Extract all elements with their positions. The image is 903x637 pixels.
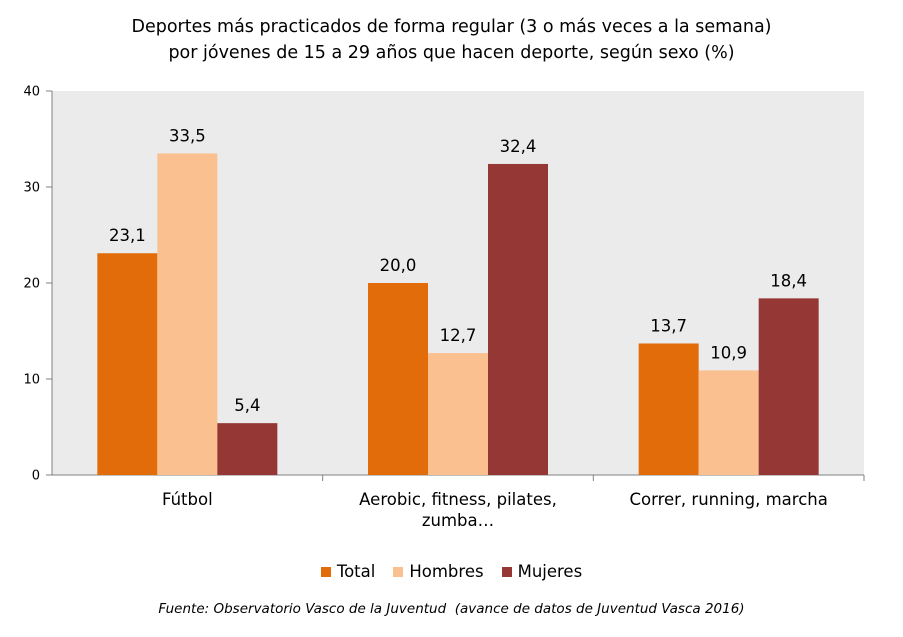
legend-swatch-hombres bbox=[393, 566, 404, 577]
legend: Total Hombres Mujeres bbox=[0, 562, 903, 581]
bar-mujeres-1 bbox=[488, 163, 548, 475]
bar-hombres-1 bbox=[428, 353, 488, 475]
data-label-hombres-2: 10,9 bbox=[710, 343, 747, 362]
legend-item-hombres: Hombres bbox=[393, 562, 484, 581]
data-label-hombres-0: 33,5 bbox=[169, 126, 206, 145]
y-tick-label-4: 40 bbox=[23, 85, 40, 100]
category-label-2-0: Correr, running, marcha bbox=[629, 490, 827, 509]
bar-total-0 bbox=[97, 253, 158, 475]
bar-hombres-2 bbox=[698, 370, 759, 475]
y-tick-label-2: 20 bbox=[23, 277, 40, 292]
y-tick-label-3: 30 bbox=[23, 181, 40, 196]
bar-total-1 bbox=[368, 283, 428, 475]
legend-swatch-mujeres bbox=[501, 566, 512, 577]
legend-item-mujeres: Mujeres bbox=[501, 562, 583, 581]
legend-label-mujeres: Mujeres bbox=[517, 562, 583, 581]
data-label-mujeres-1: 32,4 bbox=[500, 137, 537, 156]
data-label-total-1: 20,0 bbox=[380, 256, 417, 275]
category-label-1-0: Aerobic, fitness, pilates, bbox=[359, 490, 557, 509]
bar-mujeres-0 bbox=[217, 423, 278, 475]
data-label-hombres-1: 12,7 bbox=[440, 326, 477, 345]
data-label-total-2: 13,7 bbox=[650, 316, 687, 335]
chart-title-line-1: Deportes más practicados de forma regula… bbox=[131, 17, 772, 37]
category-label-0-0: Fútbol bbox=[162, 490, 213, 509]
data-label-total-0: 23,1 bbox=[109, 226, 146, 245]
category-label-1-1: zumba… bbox=[422, 511, 494, 530]
legend-swatch-total bbox=[320, 566, 331, 577]
legend-item-total: Total bbox=[320, 562, 376, 581]
y-tick-label-0: 0 bbox=[32, 469, 40, 484]
bar-mujeres-2 bbox=[758, 298, 819, 475]
data-label-mujeres-2: 18,4 bbox=[770, 271, 807, 290]
chart-title-line-2: por jóvenes de 15 a 29 años que hacen de… bbox=[168, 43, 735, 63]
source-note: Fuente: Observatorio Vasco de la Juventu… bbox=[158, 601, 745, 617]
bar-hombres-0 bbox=[157, 153, 218, 475]
legend-label-hombres: Hombres bbox=[409, 562, 484, 581]
y-tick-label-1: 10 bbox=[23, 373, 40, 388]
legend-label-total: Total bbox=[336, 562, 376, 581]
chart-title: Deportes más practicados de forma regula… bbox=[0, 14, 903, 66]
data-label-mujeres-0: 5,4 bbox=[234, 396, 260, 415]
bar-total-2 bbox=[638, 343, 699, 475]
